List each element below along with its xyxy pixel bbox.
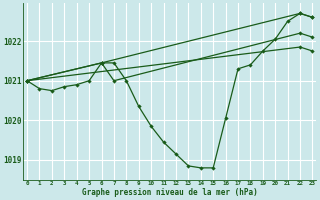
X-axis label: Graphe pression niveau de la mer (hPa): Graphe pression niveau de la mer (hPa)	[82, 188, 258, 197]
